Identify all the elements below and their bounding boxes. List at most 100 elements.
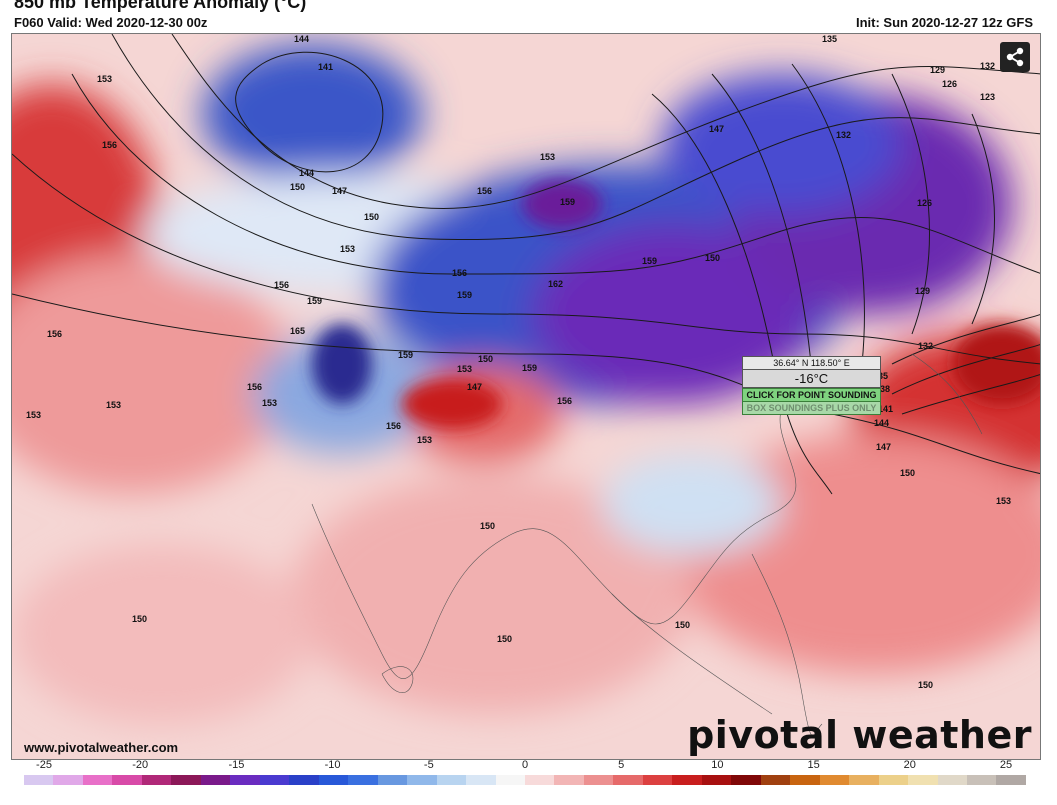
contour-label: 150 bbox=[480, 521, 495, 531]
contour-label: 147 bbox=[709, 124, 724, 134]
colorbar-tick-label: 15 bbox=[807, 759, 820, 771]
contour-label: 144 bbox=[299, 168, 314, 178]
contour-label: 156 bbox=[477, 186, 492, 196]
contour-label: 156 bbox=[102, 140, 117, 150]
contour-label: 141 bbox=[318, 62, 333, 72]
colorbar-swatch bbox=[407, 775, 437, 785]
colorbar-swatch bbox=[230, 775, 260, 785]
colorbar-tick-label: -20 bbox=[132, 759, 149, 771]
contour-label: 132 bbox=[918, 341, 933, 351]
colorbar-tick-label: -15 bbox=[228, 759, 245, 771]
colorbar-swatch bbox=[849, 775, 879, 785]
contour-label: 153 bbox=[26, 410, 41, 420]
contour-label: 162 bbox=[548, 279, 563, 289]
colorbar-tick-label: -10 bbox=[324, 759, 341, 771]
contour-label: 159 bbox=[307, 296, 322, 306]
contour-label: 129 bbox=[915, 286, 930, 296]
share-button[interactable] bbox=[1000, 42, 1030, 72]
share-icon bbox=[1006, 47, 1024, 67]
height-contours bbox=[12, 34, 1040, 495]
colorbar-swatch bbox=[495, 775, 525, 785]
colorbar-swatch bbox=[790, 775, 820, 785]
colorbar-swatch bbox=[112, 775, 142, 785]
colorbar-swatch bbox=[819, 775, 850, 785]
contour-label: 126 bbox=[942, 79, 957, 89]
contour-label: 153 bbox=[417, 435, 432, 445]
colorbar-swatch bbox=[996, 775, 1026, 785]
contour-label: 150 bbox=[132, 614, 147, 624]
contour-label: 156 bbox=[47, 329, 62, 339]
colorbar-swatch bbox=[348, 775, 378, 785]
contour-label: 150 bbox=[918, 680, 933, 690]
map-panel[interactable]: 144 141 144 147 153 156 150 153 156 159 … bbox=[11, 33, 1041, 760]
colorbar-swatch bbox=[672, 775, 702, 785]
contour-label: 147 bbox=[332, 186, 347, 196]
colorbar-swatch bbox=[967, 775, 997, 785]
contour-label: 150 bbox=[705, 253, 720, 263]
contour-label: 150 bbox=[364, 212, 379, 222]
tooltip-value: -16°C bbox=[742, 370, 881, 388]
colorbar-tick-label: 10 bbox=[711, 759, 724, 771]
box-soundings-button[interactable]: BOX SOUNDINGS PLUS ONLY bbox=[742, 402, 881, 415]
colorbar-swatch bbox=[24, 775, 54, 785]
anomaly-details bbox=[312, 179, 1040, 429]
colorbar-swatch bbox=[200, 775, 231, 785]
contour-label: 159 bbox=[398, 350, 413, 360]
colorbar-swatch bbox=[524, 775, 555, 785]
contour-label: 144 bbox=[874, 418, 889, 428]
site-url: www.pivotalweather.com bbox=[24, 740, 179, 755]
colorbar-swatch bbox=[259, 775, 290, 785]
contour-label: 144 bbox=[294, 34, 309, 44]
contour-label: 153 bbox=[97, 74, 112, 84]
contour-label: 156 bbox=[274, 280, 289, 290]
contour-label: 126 bbox=[917, 198, 932, 208]
colorbar-tick-label: 20 bbox=[903, 759, 916, 771]
colorbar-swatch bbox=[289, 775, 319, 785]
colorbar-swatch bbox=[141, 775, 172, 785]
pivotal-weather-logo: pivotal weather bbox=[687, 713, 1032, 757]
contour-label: 150 bbox=[497, 634, 512, 644]
colorbar-swatch bbox=[878, 775, 909, 785]
contour-label: 153 bbox=[540, 152, 555, 162]
colorbar-tick-label: 5 bbox=[618, 759, 625, 771]
colorbar-swatch bbox=[53, 775, 83, 785]
contour-label: 159 bbox=[560, 197, 575, 207]
colorbar-tick-label: 25 bbox=[999, 759, 1013, 771]
init-time: Init: Sun 2020-12-27 12z GFS bbox=[855, 15, 1033, 30]
colorbar-swatch bbox=[171, 775, 201, 785]
colorbar-swatch bbox=[642, 775, 673, 785]
contour-label: 150 bbox=[900, 468, 915, 478]
colorbar-swatch bbox=[731, 775, 761, 785]
contour-label: 159 bbox=[457, 290, 472, 300]
contour-labels: 144 141 144 147 153 156 150 153 156 159 … bbox=[26, 34, 1011, 690]
contour-label: 159 bbox=[642, 256, 657, 266]
colorbar-swatch bbox=[82, 775, 113, 785]
contour-label: 150 bbox=[478, 354, 493, 364]
colorbar-swatch bbox=[466, 775, 496, 785]
valid-time: F060 Valid: Wed 2020-12-30 00z bbox=[14, 15, 208, 30]
colorbar-swatch bbox=[613, 775, 643, 785]
contour-label: 123 bbox=[980, 92, 995, 102]
anomaly-field bbox=[12, 44, 1040, 724]
tooltip-coordinates: 36.64° N 118.50° E bbox=[742, 356, 881, 370]
contour-label: 129 bbox=[930, 65, 945, 75]
colorbar-swatch bbox=[554, 775, 584, 785]
contour-label: 150 bbox=[675, 620, 690, 630]
colorbar-swatch bbox=[436, 775, 467, 785]
contour-label: 141 bbox=[878, 404, 893, 414]
colorbar-swatch bbox=[701, 775, 732, 785]
contour-label: 165 bbox=[290, 326, 305, 336]
contour-label: 132 bbox=[980, 61, 995, 71]
contour-label: 138 bbox=[875, 384, 890, 394]
contour-label: 150 bbox=[290, 182, 305, 192]
contour-label: 156 bbox=[557, 396, 572, 406]
contour-label: 153 bbox=[996, 496, 1011, 506]
point-sounding-button[interactable]: CLICK FOR POINT SOUNDING bbox=[742, 388, 881, 402]
contour-label: 153 bbox=[340, 244, 355, 254]
contour-label: 159 bbox=[522, 363, 537, 373]
contour-label: 156 bbox=[247, 382, 262, 392]
colorbar-swatch bbox=[760, 775, 791, 785]
colorbar-ticks: -25 -20 -15 -10 -5 0 5 10 15 20 25 bbox=[24, 759, 1026, 773]
point-tooltip: 36.64° N 118.50° E -16°C CLICK FOR POINT… bbox=[742, 356, 881, 415]
temperature-anomaly-map[interactable]: 144 141 144 147 153 156 150 153 156 159 … bbox=[12, 34, 1041, 760]
